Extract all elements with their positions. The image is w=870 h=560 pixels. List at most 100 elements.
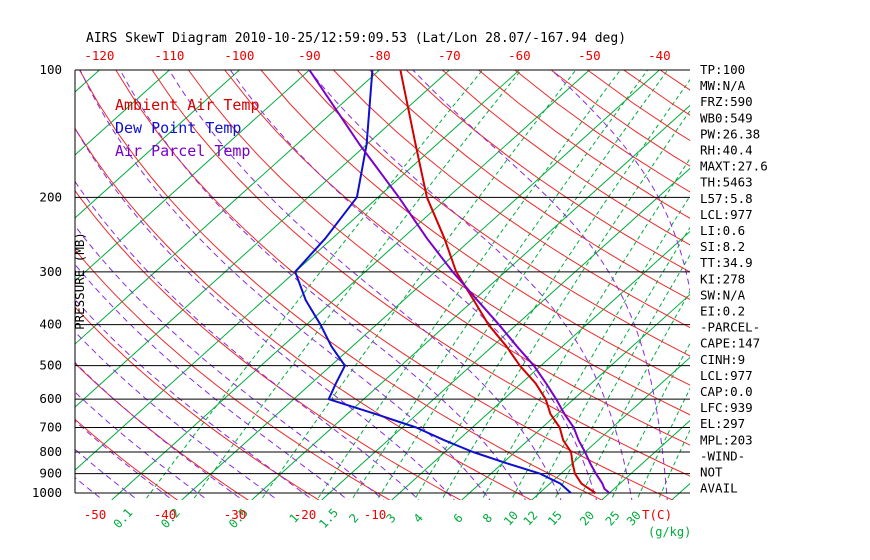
isotherm-line <box>75 70 240 219</box>
moist-adiabat-line <box>75 263 349 500</box>
bottom-temp-tick-label: -40 <box>154 507 177 522</box>
legend-air-parcel-temp: Air Parcel Temp <box>115 142 250 160</box>
top-temp-tick-label: -110 <box>154 48 184 63</box>
chart-title: AIRS SkewT Diagram 2010-10-25/12:59:09.5… <box>86 31 626 46</box>
bottom-temp-tick-label: -30 <box>224 507 247 522</box>
mixing-ratio-label: 15 <box>545 508 565 528</box>
side-panel-line: AVAIL <box>700 481 738 496</box>
isotherm-line <box>75 70 450 408</box>
dry-adiabat-line <box>478 70 690 219</box>
legend-ambient-air-temp: Ambient Air Temp <box>115 96 260 114</box>
pressure-tick-label: 100 <box>39 62 62 77</box>
dry-adiabat-line <box>442 70 690 246</box>
top-temp-tick-label: -120 <box>84 48 114 63</box>
mixing-ratio-label: 2 <box>346 511 361 526</box>
top-temp-tick-label: -100 <box>224 48 254 63</box>
profile-dew-point <box>294 70 572 494</box>
side-panel-line: RH:40.4 <box>700 143 753 158</box>
side-panel-line: CINH:9 <box>700 352 745 367</box>
side-panel-line: MAXT:27.6 <box>700 159 768 174</box>
mixing-ratio-line <box>481 157 690 500</box>
top-temp-tick-label: -90 <box>298 48 321 63</box>
top-temp-tick-label: -80 <box>368 48 391 63</box>
moist-adiabat-line <box>75 476 104 500</box>
pressure-tick-label: 300 <box>39 264 62 279</box>
side-panel-line: FRZ:590 <box>700 94 753 109</box>
isotherm-line <box>181 70 660 500</box>
pressure-tick-label: 600 <box>39 391 62 406</box>
pressure-tick-label: 1000 <box>32 485 62 500</box>
mixing-ratio-line <box>657 428 690 500</box>
pressure-tick-label: 400 <box>39 317 62 332</box>
dry-adiabat-line <box>224 70 690 416</box>
side-panel-line: TT:34.9 <box>700 255 753 270</box>
isotherm-line <box>75 70 520 471</box>
mixing-ratio-line <box>441 109 690 500</box>
mixing-ratio-label: 1.5 <box>316 506 341 531</box>
mixing-ratio-label: 25 <box>603 508 623 528</box>
mixing-ratio-line <box>636 387 690 500</box>
mixing-ratio-label: 8 <box>480 511 495 526</box>
isotherm-line <box>601 419 690 500</box>
side-panel-line: LI:0.6 <box>700 223 745 238</box>
mixing-ratio-label: 6 <box>451 511 466 526</box>
top-temp-tick-label: -70 <box>438 48 461 63</box>
dry-adiabat-line <box>369 70 690 301</box>
dry-adiabat-line <box>187 70 690 446</box>
mixing-ratio-line <box>350 70 649 500</box>
y-axis-title: PRESSURE (MB) <box>72 232 87 330</box>
isotherm-line <box>461 293 690 500</box>
pressure-gridlines <box>74 69 690 494</box>
isotherm-line <box>111 70 590 500</box>
side-panel-line: LFC:939 <box>700 400 753 415</box>
isotherm-line <box>75 70 380 345</box>
moist-adiabat-line <box>412 70 668 500</box>
isotherm-line <box>531 356 690 500</box>
side-panel-line: LCL:977 <box>700 368 753 383</box>
isotherm-line <box>251 104 690 500</box>
top-temp-tick-label: -60 <box>508 48 531 63</box>
side-panel-line: LCL:977 <box>700 207 753 222</box>
side-panel-line: WB0:549 <box>700 110 753 125</box>
top-temp-tick-label: -50 <box>578 48 601 63</box>
moist-adiabat-line <box>75 225 385 500</box>
side-panel-line: MW:N/A <box>700 78 746 93</box>
side-panel-line: SW:N/A <box>700 287 746 302</box>
side-panel-line: L57:5.8 <box>700 191 753 206</box>
mixing-ratio-label: 20 <box>577 508 597 528</box>
legend-dew-point-temp: Dew Point Temp <box>115 119 241 137</box>
mixing-ratio-label: 0.1 <box>111 506 136 531</box>
side-panel-line: EL:297 <box>700 416 745 431</box>
mixing-ratio-label: 12 <box>520 508 540 528</box>
side-panel-line: PW:26.38 <box>700 126 760 141</box>
isotherm-line <box>75 70 310 282</box>
mixing-ratio-label: 4 <box>411 511 426 526</box>
side-panel-line: TP:100 <box>700 62 745 77</box>
profile-air-parcel <box>308 70 611 494</box>
side-panel-line: EI:0.2 <box>700 304 745 319</box>
mixing-ratio-label: 10 <box>501 508 521 528</box>
dry-adiabat-line <box>333 70 690 329</box>
mixing-ratio-label: 30 <box>624 508 644 528</box>
side-panel-line: CAPE:147 <box>700 336 760 351</box>
mixing-ratio-line <box>510 195 690 500</box>
bottom-temp-tick-label: -50 <box>84 507 107 522</box>
side-panel-line: KI:278 <box>700 271 745 286</box>
dry-adiabat-line <box>659 70 690 91</box>
pressure-tick-label: 800 <box>39 444 62 459</box>
bottom-temp-tick-label: -20 <box>294 507 317 522</box>
sounding-profile-curves <box>294 70 611 494</box>
side-panel-line: MPL:203 <box>700 432 753 447</box>
dry-adiabat-line <box>151 70 690 477</box>
top-temp-tick-label: -40 <box>648 48 671 63</box>
side-panel-line: -WIND- <box>700 448 745 463</box>
mixing-ratio-line <box>553 254 690 500</box>
pressure-tick-label: 200 <box>39 189 62 204</box>
side-panel-line: CAP:0.0 <box>700 384 753 399</box>
pressure-tick-label: 500 <box>39 358 62 373</box>
bottom-temp-tick-label: -10 <box>364 507 387 522</box>
dry-adiabat-line <box>514 70 690 193</box>
